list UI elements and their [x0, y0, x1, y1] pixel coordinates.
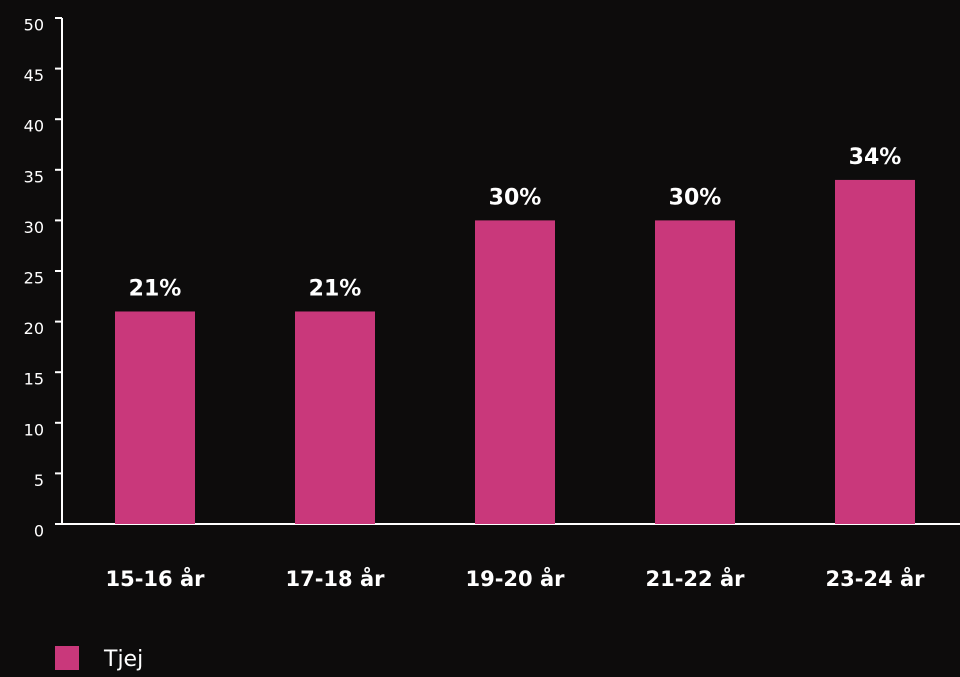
- y-tick-label: 20: [24, 319, 44, 338]
- y-tick-label: 35: [24, 167, 44, 186]
- value-label: 21%: [129, 276, 182, 301]
- y-tick-label: 10: [24, 420, 44, 439]
- y-tick-label: 25: [24, 269, 44, 288]
- legend-swatch: [55, 646, 79, 670]
- x-tick-label: 23-24 år: [825, 566, 925, 591]
- y-tick-label: 40: [24, 117, 44, 136]
- bar: [295, 311, 375, 524]
- y-tick-label: 45: [24, 66, 44, 85]
- bar: [115, 311, 195, 524]
- x-tick-label: 19-20 år: [465, 566, 565, 591]
- value-label: 34%: [849, 145, 902, 170]
- y-tick-label: 50: [24, 16, 44, 35]
- bar: [835, 179, 915, 525]
- y-tick-label: 0: [34, 522, 44, 541]
- y-tick-label: 30: [24, 218, 44, 237]
- x-tick-label: 15-16 år: [105, 566, 205, 591]
- value-label: 30%: [669, 185, 722, 210]
- value-label: 30%: [489, 185, 542, 210]
- x-tick-label: 21-22 år: [645, 566, 745, 591]
- legend-label: Tjej: [103, 647, 143, 672]
- value-label: 21%: [309, 276, 362, 301]
- y-tick-label: 15: [24, 370, 44, 389]
- y-tick-label: 5: [34, 471, 44, 490]
- x-tick-label: 17-18 år: [285, 566, 385, 591]
- bar: [475, 220, 555, 524]
- bar: [655, 220, 735, 524]
